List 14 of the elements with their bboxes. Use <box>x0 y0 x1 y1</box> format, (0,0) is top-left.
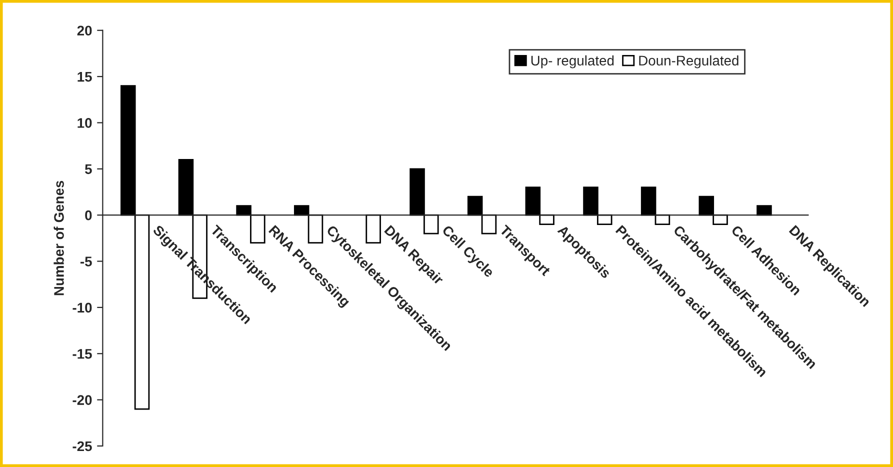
y-tick-label: 10 <box>78 118 92 128</box>
y-tick-label: 15 <box>78 72 92 82</box>
y-tick-label: 5 <box>84 164 92 174</box>
y-axis-title: Number of Genes <box>54 180 64 296</box>
legend-label: Doun-Regulated <box>639 55 738 68</box>
y-tick-label: -15 <box>72 349 92 359</box>
y-tick-label: -10 <box>72 302 92 313</box>
y-tick-label: -20 <box>72 395 92 405</box>
bar <box>756 205 772 216</box>
y-tick-label: -25 <box>72 441 92 452</box>
y-tick-label: -5 <box>80 256 92 266</box>
y-tick-label: 20 <box>77 26 92 36</box>
y-tick-label: 0 <box>85 210 92 220</box>
legend-label: Up- regulated <box>531 55 614 68</box>
